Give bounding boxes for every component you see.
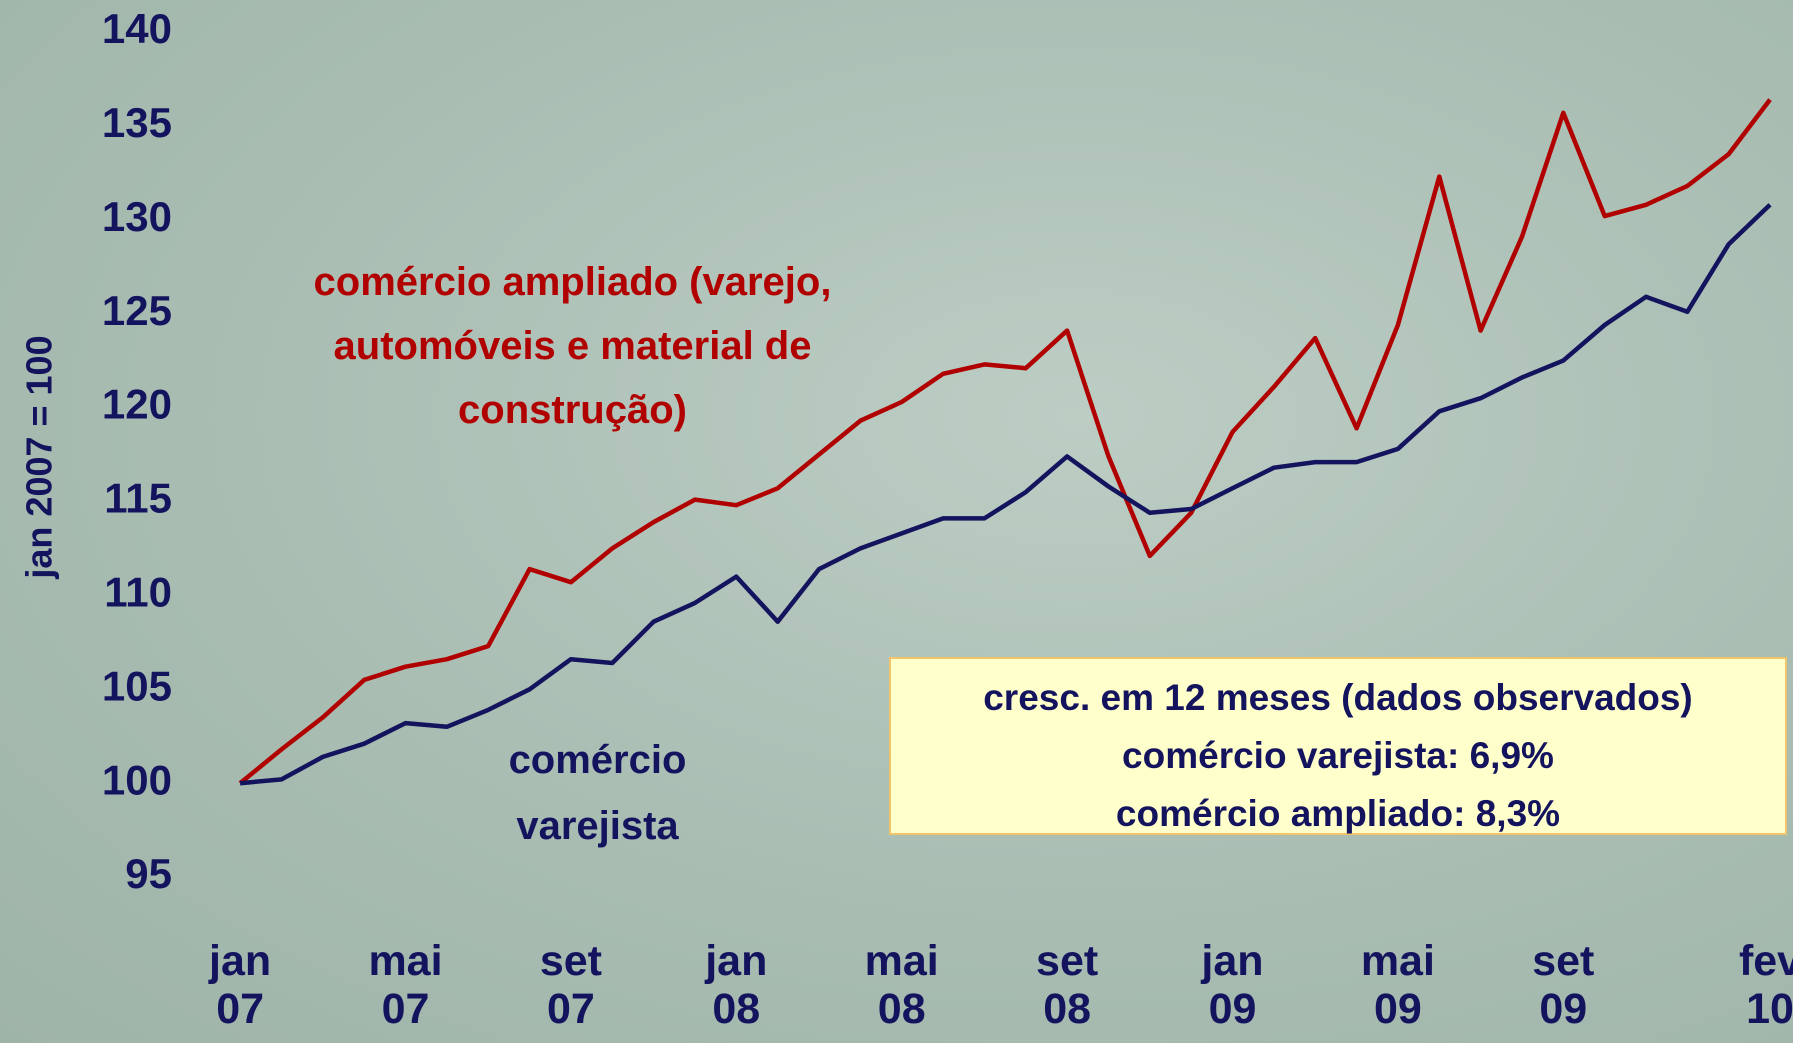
y-tick-label: 100 xyxy=(102,756,172,803)
x-tick-label: mai 07 xyxy=(351,937,461,1033)
annotation-line: comércio ampliado: 8,3% xyxy=(891,785,1785,843)
x-tick-label: set 07 xyxy=(516,937,626,1033)
x-tick-label: fev 10 xyxy=(1715,937,1793,1033)
annotation-title: cresc. em 12 meses (dados observados) xyxy=(891,669,1785,727)
x-tick-label: jan 08 xyxy=(681,937,791,1033)
y-tick-label: 120 xyxy=(102,381,172,428)
y-tick-label: 125 xyxy=(102,287,172,334)
annotation-box: cresc. em 12 meses (dados observados) co… xyxy=(889,657,1787,835)
x-tick-label: jan 07 xyxy=(185,937,295,1033)
x-tick-label: mai 08 xyxy=(847,937,957,1033)
plot: jan 2007 = 100 95 100 105 110 115 120 125 130 13… xyxy=(0,0,1793,1043)
series-label: comércio varejista xyxy=(470,727,725,859)
y-tick-label: 135 xyxy=(102,99,172,146)
y-axis-label: jan 2007 = 100 xyxy=(19,335,60,579)
y-tick-label: 95 xyxy=(125,850,172,897)
x-tick-label: set 08 xyxy=(1012,937,1122,1033)
y-tick-label: 115 xyxy=(104,475,172,522)
y-tick-label: 105 xyxy=(102,662,172,709)
annotation-line: comércio varejista: 6,9% xyxy=(891,727,1785,785)
x-tick-label: mai 09 xyxy=(1343,937,1453,1033)
series-label: comércio ampliado (varejo, automóveis e … xyxy=(285,250,860,442)
x-tick-label: jan 09 xyxy=(1178,937,1288,1033)
y-tick-label: 130 xyxy=(102,193,172,240)
y-tick-label: 140 xyxy=(102,5,172,52)
y-tick-label: 110 xyxy=(104,568,172,615)
chart: jan 2007 = 100 95 100 105 110 115 120 125 130 13… xyxy=(0,0,1793,1043)
x-tick-label: set 09 xyxy=(1508,937,1618,1033)
